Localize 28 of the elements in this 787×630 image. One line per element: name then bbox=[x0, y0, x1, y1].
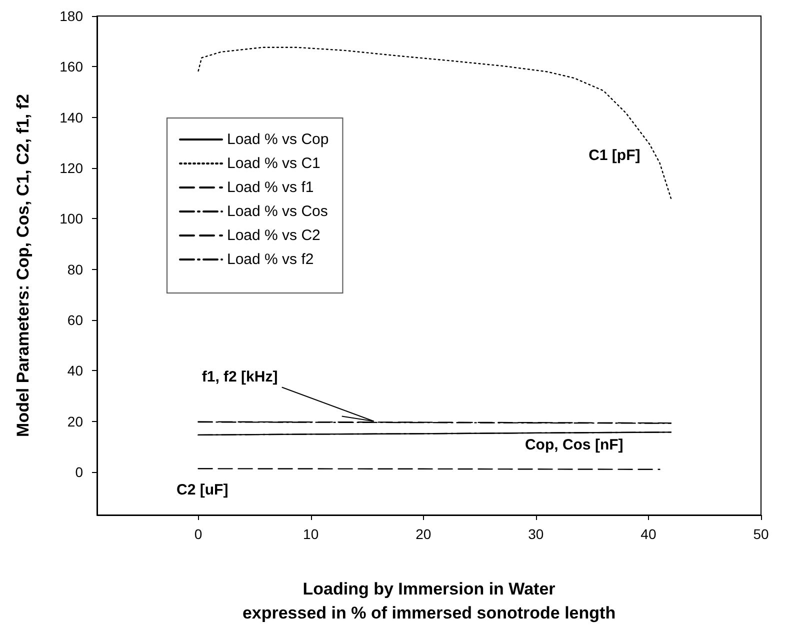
y-tick-label: 80 bbox=[67, 261, 84, 278]
x-axis-title: Loading by Immersion in Water expressed in % of immersed sonotrode length bbox=[242, 580, 616, 622]
x-tick-label: 40 bbox=[640, 526, 656, 542]
legend-label: Load % vs C1 bbox=[227, 155, 320, 172]
legend-label: Load % vs Cos bbox=[227, 203, 328, 220]
y-tick-label: 100 bbox=[60, 210, 84, 227]
y-axis-title: Model Parameters: Cop, Cos, C1, C2, f1, f2 bbox=[14, 94, 32, 437]
legend-label: Load % vs C2 bbox=[227, 227, 320, 244]
x-tick-label: 50 bbox=[753, 526, 769, 542]
y-tick-label: 160 bbox=[60, 58, 84, 75]
legend-label: Load % vs Cop bbox=[227, 131, 329, 148]
y-tick-label: 0 bbox=[75, 464, 84, 480]
x-tick-label: 0 bbox=[194, 526, 202, 542]
annotation: C2 [uF] bbox=[176, 482, 228, 499]
y-tick-label: 60 bbox=[67, 312, 84, 328]
x-tick-label: 10 bbox=[303, 526, 319, 542]
x-tick-label: 20 bbox=[416, 526, 432, 542]
legend-label: Load % vs f1 bbox=[227, 179, 314, 196]
y-tick-label: 120 bbox=[60, 160, 84, 176]
y-tick-label: 40 bbox=[67, 362, 84, 379]
annotation: Cop, Cos [nF] bbox=[524, 436, 624, 454]
y-tick-label: 20 bbox=[67, 413, 84, 430]
legend-label: Load % vs f2 bbox=[227, 251, 314, 268]
y-tick-label: 180 bbox=[60, 8, 84, 24]
x-tick-label: 30 bbox=[528, 526, 544, 542]
y-tick-label: 140 bbox=[60, 109, 84, 126]
annotation: f1, f2 [kHz] bbox=[202, 368, 278, 386]
annotation: C1 [pF] bbox=[588, 147, 640, 164]
